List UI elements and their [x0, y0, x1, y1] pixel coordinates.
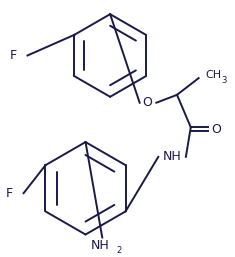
Text: 3: 3 — [221, 76, 227, 85]
Text: 2: 2 — [116, 246, 121, 255]
Text: F: F — [6, 187, 13, 200]
Text: NH: NH — [163, 150, 181, 163]
Text: NH: NH — [91, 239, 110, 252]
Text: O: O — [212, 123, 221, 136]
Text: F: F — [10, 49, 17, 62]
Text: O: O — [143, 96, 153, 109]
Text: CH: CH — [206, 70, 222, 80]
